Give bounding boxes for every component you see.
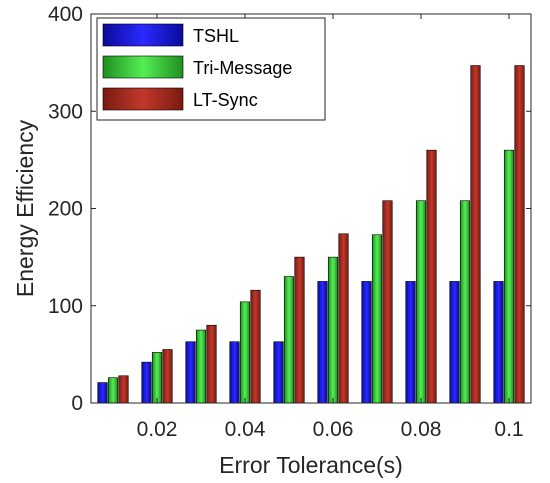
- bar-lt-sync-0.05: [294, 256, 305, 404]
- y-tick-label: 200: [48, 198, 83, 221]
- bar-tshl-0.04: [229, 341, 240, 404]
- legend-label-tri-message: Tri-Message: [193, 58, 292, 78]
- bar-tshl-0.05: [273, 341, 284, 404]
- y-tick-label: 0: [71, 392, 83, 415]
- bar-lt-sync-0.06: [338, 233, 349, 404]
- bar-tshl-0.02: [141, 361, 152, 404]
- bar-tshl-0.01: [97, 382, 108, 404]
- bar-lt-sync-0.1: [514, 65, 525, 404]
- x-tick-label: 0.06: [313, 418, 354, 441]
- bar-tshl-0.06: [317, 281, 328, 404]
- legend-label-lt-sync: LT-Sync: [193, 90, 258, 110]
- bar-tri-message-0.09: [459, 200, 471, 404]
- bar-tshl-0.07: [361, 281, 372, 404]
- bar-lt-sync-0.09: [470, 65, 481, 404]
- legend-swatch-tri-message: [102, 55, 184, 79]
- bar-tri-message-0.04: [239, 301, 251, 404]
- bar-lt-sync-0.07: [382, 200, 393, 404]
- x-axis-title: Error Tolerance(s): [219, 452, 403, 478]
- y-axis-title: Energy Efficiency: [12, 119, 38, 297]
- bar-lt-sync-0.08: [426, 149, 437, 404]
- x-tick-label: 0.04: [225, 418, 266, 441]
- bars-layer: [97, 65, 525, 404]
- bar-tri-message-0.03: [195, 329, 207, 404]
- x-tick-label: 0.02: [137, 418, 178, 441]
- bar-tshl-0.08: [405, 281, 416, 404]
- bar-tri-message-0.02: [151, 352, 163, 404]
- x-tick-label: 0.08: [401, 418, 442, 441]
- bar-lt-sync-0.04: [250, 289, 261, 404]
- bar-lt-sync-0.01: [118, 375, 129, 404]
- y-tick-label: 400: [48, 3, 83, 26]
- legend: TSHL Tri-Message LT-Sync: [96, 17, 326, 121]
- bar-tri-message-0.1: [503, 149, 515, 404]
- legend-swatch-lt-sync: [102, 87, 184, 111]
- legend-swatch-tshl: [102, 23, 184, 47]
- bar-tshl-0.1: [493, 281, 504, 404]
- bar-tri-message-0.07: [371, 234, 383, 404]
- legend-label-tshl: TSHL: [193, 26, 239, 46]
- bar-tshl-0.09: [449, 281, 460, 404]
- bar-tri-message-0.08: [415, 200, 427, 404]
- y-tick-label: 300: [48, 100, 83, 123]
- bar-tri-message-0.01: [107, 377, 119, 404]
- y-tick-label: 100: [48, 295, 83, 318]
- bar-tri-message-0.05: [283, 276, 295, 404]
- bar-tshl-0.03: [185, 341, 196, 404]
- x-tick-label: 0.1: [494, 418, 523, 441]
- bar-lt-sync-0.03: [206, 324, 217, 404]
- bar-lt-sync-0.02: [162, 349, 173, 404]
- axes-layer: 0 100 200 300 400 0.02 0.04 0.06 0.08 0.1: [48, 3, 532, 441]
- bar-tri-message-0.06: [327, 256, 339, 404]
